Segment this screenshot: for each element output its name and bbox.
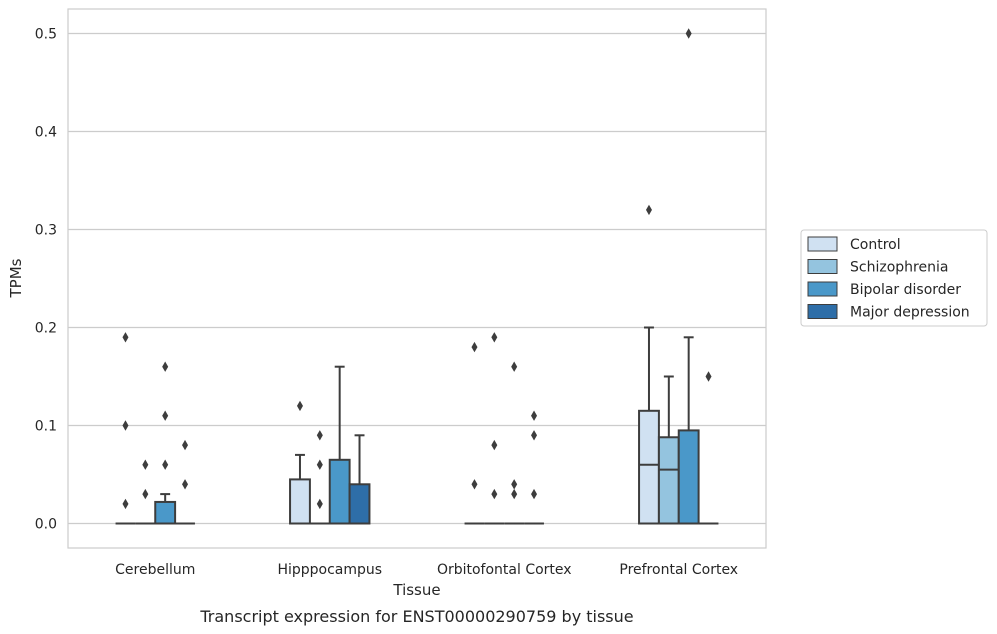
box-major-depression [348, 434, 371, 525]
outlier-point [471, 341, 478, 353]
x-tick-label: Prefrontal Cortex [619, 562, 738, 578]
box-schizophrenia [657, 375, 680, 525]
y-tick-label: 0.0 [35, 517, 57, 533]
legend-label: Schizophrenia [850, 260, 948, 276]
outlier-point [511, 361, 518, 372]
legend-label: Major depression [850, 305, 970, 321]
box-body [348, 483, 371, 525]
outlier-point [491, 488, 498, 500]
x-tick-label: Cerebellum [115, 562, 195, 578]
outlier-point [122, 498, 129, 510]
outlier-point [471, 479, 478, 490]
legend-swatch [807, 304, 838, 319]
y-tick-label: 0.1 [35, 419, 57, 435]
plot-area [67, 8, 767, 549]
box-body [638, 409, 660, 525]
outlier-point [142, 488, 149, 500]
outlier-point [182, 439, 189, 451]
box-body [154, 500, 177, 525]
chart-caption: Transcript expression for ENST0000029075… [199, 607, 633, 626]
outlier-point [162, 410, 169, 421]
box-bipolar-disorder [154, 493, 177, 525]
outlier-point [296, 400, 303, 412]
legend-swatch [807, 236, 838, 252]
legend-label: Bipolar disorder [850, 282, 961, 298]
outlier-point [705, 371, 712, 382]
y-tick-label: 0.5 [35, 27, 57, 43]
outlier-point [491, 332, 498, 343]
y-tick-label: 0.2 [35, 321, 57, 337]
legend: Control Schizophrenia Bipolar disorder Majo… [800, 229, 988, 327]
outlier-point [491, 439, 498, 451]
outlier-point [142, 459, 149, 470]
box-body [328, 458, 351, 525]
box-bipolar-disorder [328, 365, 351, 525]
outlier-point [316, 498, 323, 510]
outlier-point [685, 28, 692, 39]
x-tick-label: Hipppocampus [277, 562, 382, 578]
y-axis-label: TPMs [7, 258, 25, 298]
legend-label: Control [850, 237, 901, 253]
box-control [638, 326, 660, 525]
outlier-point [531, 488, 538, 500]
x-tick-labels: Cerebellum Hipppocampus Orbitofontal Corte… [115, 562, 738, 578]
outlier-point [162, 361, 169, 372]
boxes [115, 326, 719, 525]
outlier-point [511, 488, 518, 500]
legend-frame [800, 229, 988, 327]
y-tick-label: 0.4 [35, 125, 57, 141]
outlier-point [182, 479, 189, 490]
y-tick-label: 0.3 [35, 223, 57, 239]
box-body [677, 429, 700, 525]
y-tick-labels: 0.0 0.1 0.2 0.3 0.4 0.5 [35, 27, 57, 533]
outlier-point [122, 332, 129, 343]
x-tick-label: Orbitofontal Cortex [437, 562, 572, 578]
legend-swatch [807, 259, 838, 274]
outlier-point [316, 459, 323, 470]
outlier-point [316, 430, 323, 441]
box-body [657, 436, 680, 525]
outlier-point [122, 420, 129, 431]
outlier-point [511, 479, 518, 490]
box-body [289, 478, 311, 525]
outliers [122, 28, 712, 510]
box-control [289, 453, 311, 525]
x-axis-label: Tissue [392, 581, 440, 599]
outlier-point [645, 204, 652, 216]
box-bipolar-disorder [677, 336, 700, 525]
outlier-point [531, 410, 538, 421]
legend-swatch [807, 281, 838, 297]
outlier-point [162, 459, 169, 470]
outlier-point [531, 430, 538, 441]
